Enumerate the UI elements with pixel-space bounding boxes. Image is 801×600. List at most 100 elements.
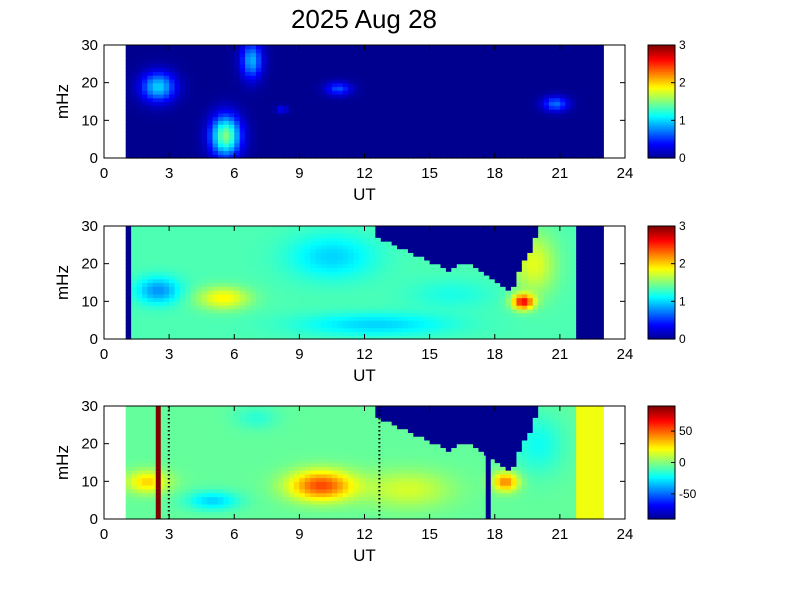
heatmap-cell (337, 78, 344, 84)
heatmap-cell (304, 150, 311, 155)
heatmap-cell (391, 52, 398, 57)
heatmap-cell (147, 78, 154, 84)
heatmap-cell (375, 101, 382, 106)
heatmap-cell (326, 154, 333, 159)
heatmap-cell (473, 82, 480, 88)
heatmap-cell (255, 244, 262, 250)
heatmap-cell (321, 63, 328, 69)
heatmap-cell (239, 327, 246, 333)
heatmap-cell (217, 93, 224, 99)
heatmap-cell (266, 259, 273, 265)
heatmap-cell (554, 150, 561, 155)
heatmap-cell (223, 293, 230, 299)
colorbar-swatch (648, 83, 675, 87)
heatmap-cell (185, 142, 192, 148)
heatmap-cell (380, 259, 387, 265)
heatmap-cell (521, 331, 528, 336)
heatmap-cell (179, 112, 187, 118)
colorbar-swatch (648, 73, 675, 76)
heatmap-cell (473, 297, 480, 302)
heatmap-cell (190, 112, 197, 118)
heatmap-cell (337, 316, 344, 321)
heatmap-cell (321, 124, 328, 129)
heatmap-cell (435, 52, 442, 57)
heatmap-cell (207, 327, 214, 333)
heatmap-cell (250, 252, 257, 257)
heatmap-cell (152, 331, 159, 336)
heatmap-cell (500, 120, 507, 125)
heatmap-cell (478, 305, 485, 310)
heatmap-cell (483, 335, 490, 340)
heatmap-cell (440, 97, 447, 103)
heatmap-cell (494, 63, 501, 69)
heatmap-cell (478, 90, 485, 95)
heatmap-cell (228, 293, 235, 299)
heatmap-cell (348, 248, 355, 253)
heatmap-cell (505, 150, 512, 155)
heatmap-cell (288, 301, 295, 306)
heatmap-cell (462, 308, 469, 314)
heatmap-cell (429, 237, 436, 242)
heatmap-cell (353, 274, 360, 280)
heatmap-cell (369, 86, 376, 91)
heatmap-cell (527, 150, 534, 155)
heatmap-cell (456, 45, 463, 50)
heatmap-cell (451, 48, 458, 54)
heatmap-cell (353, 316, 360, 321)
heatmap-cell (136, 312, 143, 317)
heatmap-cell (169, 233, 176, 238)
heatmap-cell (272, 131, 279, 136)
heatmap-cell (185, 271, 192, 276)
heatmap-cell (391, 75, 398, 80)
heatmap-cell (152, 297, 159, 302)
heatmap-cell (212, 105, 219, 110)
heatmap-cell (521, 290, 528, 295)
heatmap-cell (435, 301, 442, 306)
heatmap-cell (364, 316, 371, 321)
heatmap-cell (489, 142, 496, 148)
heatmap-cell (576, 112, 583, 118)
heatmap-cell (255, 101, 262, 106)
heatmap-cell (462, 67, 469, 72)
heatmap-cell (424, 331, 431, 336)
heatmap-cell (212, 293, 219, 299)
heatmap-cell (543, 101, 550, 106)
heatmap-cell (245, 131, 252, 136)
heatmap-cell (559, 82, 566, 88)
heatmap-cell (413, 124, 420, 129)
heatmap-cell (125, 241, 132, 246)
heatmap-cell (125, 139, 132, 144)
heatmap-cell (321, 233, 328, 238)
heatmap-cell (462, 312, 469, 317)
heatmap-cell (288, 150, 295, 155)
heatmap-cell (283, 142, 290, 148)
heatmap-cell (293, 335, 300, 340)
heatmap-cell (554, 101, 561, 106)
heatmap-cell (391, 154, 398, 159)
heatmap-cell (511, 56, 518, 61)
heatmap-cell (163, 75, 170, 80)
heatmap-cell (315, 75, 322, 80)
heatmap-cell (391, 146, 398, 152)
heatmap-cell (342, 139, 349, 144)
heatmap-cell (369, 278, 376, 284)
heatmap-cell (597, 150, 604, 155)
heatmap-cell (418, 274, 425, 280)
heatmap-cell (554, 60, 561, 65)
heatmap-cell (359, 331, 366, 336)
heatmap-cell (516, 86, 523, 91)
heatmap-cell (299, 297, 306, 302)
heatmap-cell (440, 308, 447, 314)
x-tick-label: 6 (230, 165, 238, 182)
heatmap-cell (592, 48, 599, 54)
heatmap-cell (478, 290, 485, 295)
heatmap-cell (141, 146, 149, 152)
heatmap-cell (131, 278, 138, 284)
heatmap-cell (538, 139, 545, 144)
heatmap-cell (331, 229, 338, 235)
heatmap-cell (223, 237, 230, 242)
heatmap-cell (348, 286, 355, 291)
heatmap-cell (445, 48, 452, 54)
heatmap-cell (217, 142, 224, 148)
heatmap-cell (483, 60, 490, 65)
